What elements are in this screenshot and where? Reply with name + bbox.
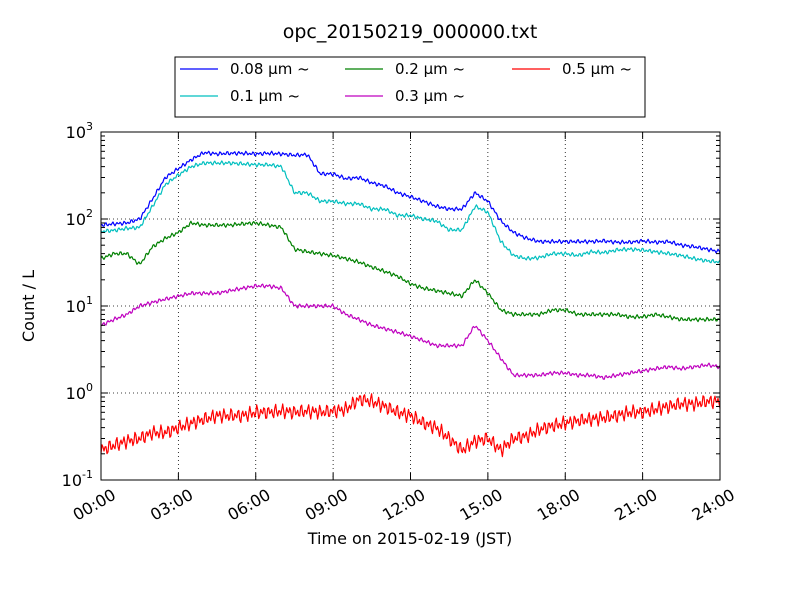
legend: 0.08 μm ~ 0.1 μm ~ 0.2 μm ~ 0.3 μm ~ 0.5 μm … (174, 56, 646, 118)
y-tick-exponent: 1 (86, 294, 93, 307)
y-tick-base: 10 (66, 384, 86, 403)
axis-ticks (100, 131, 721, 481)
legend-label: 0.2 μm ~ (395, 60, 465, 78)
y-tick-label: 103 (66, 120, 93, 142)
legend-label: 0.3 μm ~ (395, 87, 465, 105)
data-series (100, 150, 721, 458)
series-line-4 (100, 393, 721, 458)
y-tick-exponent: 3 (86, 120, 93, 133)
series-line-1 (100, 160, 721, 264)
y-tick-base: 10 (66, 123, 86, 142)
series-line-2 (100, 220, 721, 323)
series-line-0 (100, 150, 721, 254)
series-line-3 (100, 283, 721, 380)
y-tick-label: 101 (66, 294, 93, 316)
y-tick-exponent: -1 (82, 468, 93, 481)
y-tick-label: 100 (66, 381, 93, 403)
y-tick-base: 10 (66, 210, 86, 229)
y-tick-label: 102 (66, 207, 93, 229)
y-axis-label: Count / L (19, 270, 38, 342)
chart-title: opc_20150219_000000.txt (283, 21, 538, 43)
legend-label: 0.1 μm ~ (230, 87, 300, 105)
x-axis-label: Time on 2015-02-19 (JST) (307, 529, 512, 548)
y-tick-label: 10-1 (62, 468, 93, 490)
legend-label: 0.08 μm ~ (230, 60, 310, 78)
legend-box (174, 56, 646, 118)
y-tick-base: 10 (62, 471, 82, 490)
legend-label: 0.5 μm ~ (562, 60, 632, 78)
y-tick-exponent: 2 (86, 207, 93, 220)
y-tick-base: 10 (66, 297, 86, 316)
y-tick-exponent: 0 (86, 381, 93, 394)
